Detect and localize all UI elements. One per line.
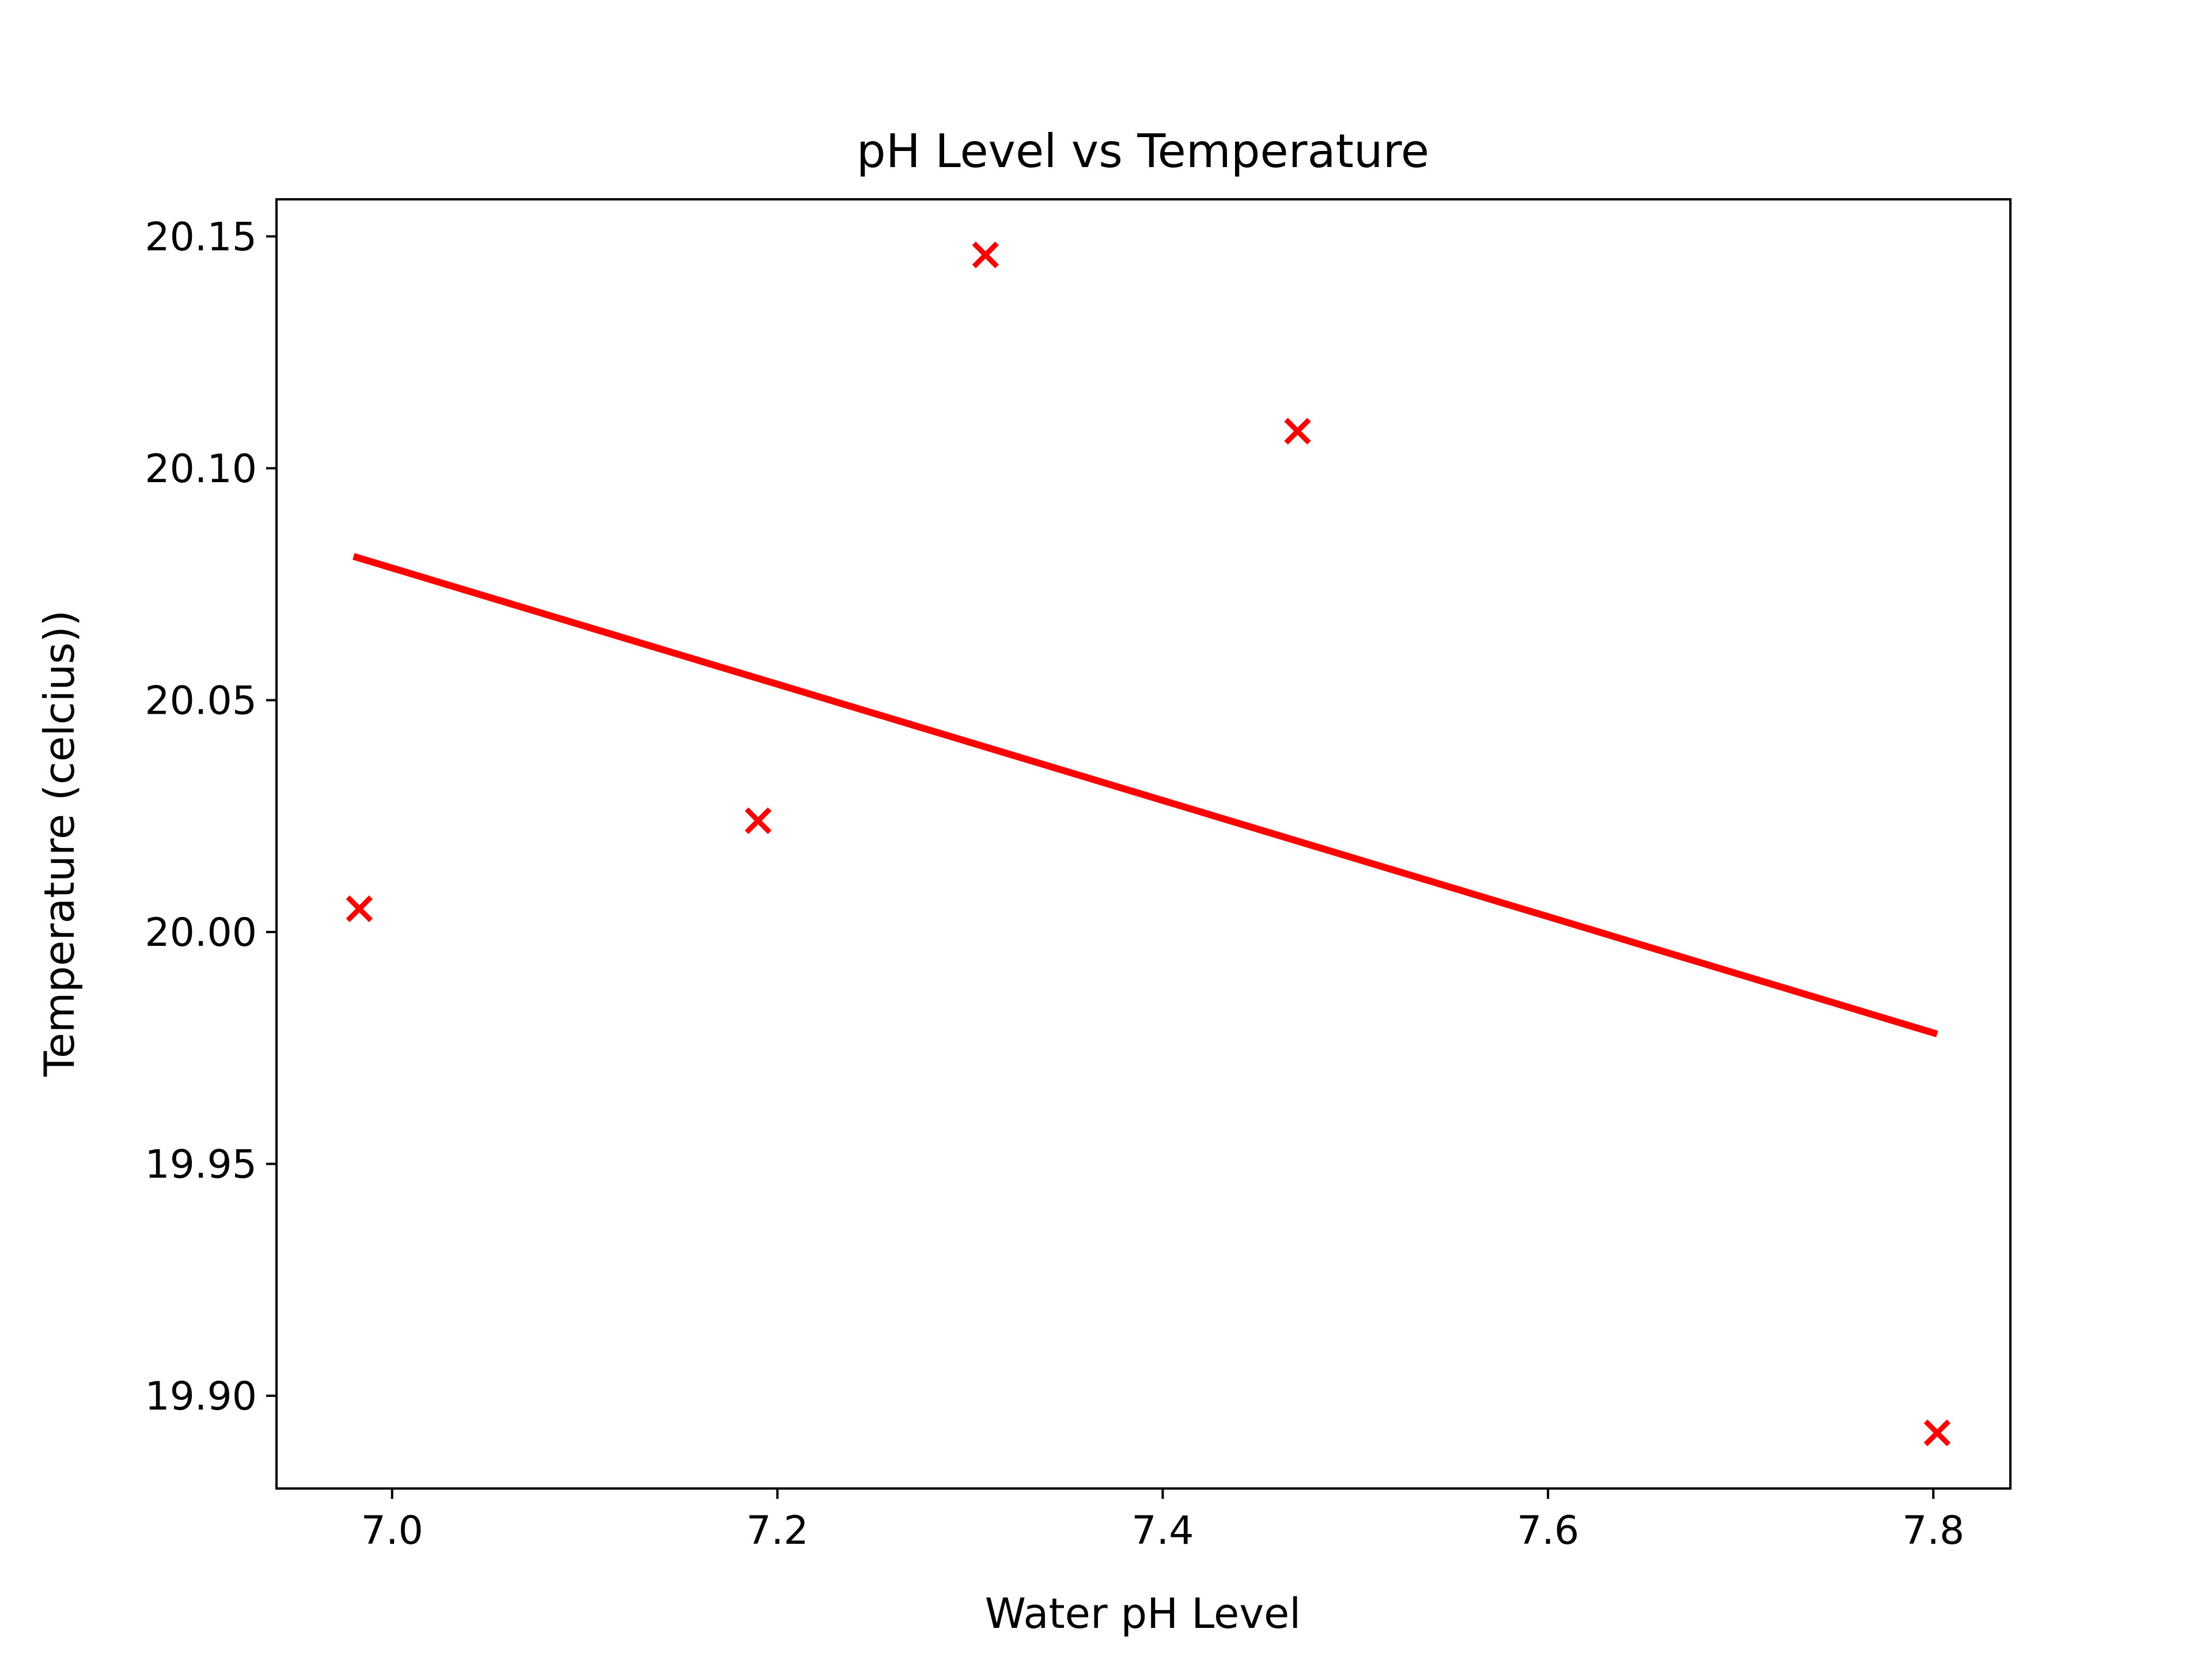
y-tick-label: 20.15 — [145, 214, 257, 260]
data-point — [972, 241, 999, 268]
x-axis: 7.0 7.2 7.4 7.6 7.8 — [361, 1488, 1964, 1554]
x-tick-label: 7.2 — [746, 1508, 808, 1554]
y-tick-label: 19.90 — [145, 1374, 257, 1419]
y-tick-label: 20.05 — [145, 678, 257, 724]
x-axis-label: Water pH Level — [985, 1589, 1301, 1638]
y-tick-label: 20.00 — [145, 910, 257, 956]
trend-line — [353, 553, 1938, 1037]
plot-area — [275, 198, 2012, 1490]
y-axis-label: Temperature (celcius)) — [35, 610, 84, 1077]
x-tick-label: 7.6 — [1517, 1508, 1579, 1554]
x-tick-label: 7.4 — [1131, 1508, 1194, 1554]
data-point — [1923, 1419, 1951, 1446]
data-series — [346, 241, 1951, 1446]
y-tick-label: 20.10 — [145, 446, 257, 492]
x-tick-label: 7.0 — [361, 1508, 423, 1554]
data-point — [1284, 418, 1311, 445]
data-point — [346, 895, 373, 922]
data-point — [744, 807, 772, 834]
y-axis: 19.90 19.95 20.00 20.05 20.10 20.15 — [145, 214, 276, 1419]
y-tick-label: 19.95 — [145, 1142, 257, 1187]
chart-title: pH Level vs Temperature — [857, 124, 1429, 178]
x-tick-label: 7.8 — [1902, 1508, 1964, 1554]
